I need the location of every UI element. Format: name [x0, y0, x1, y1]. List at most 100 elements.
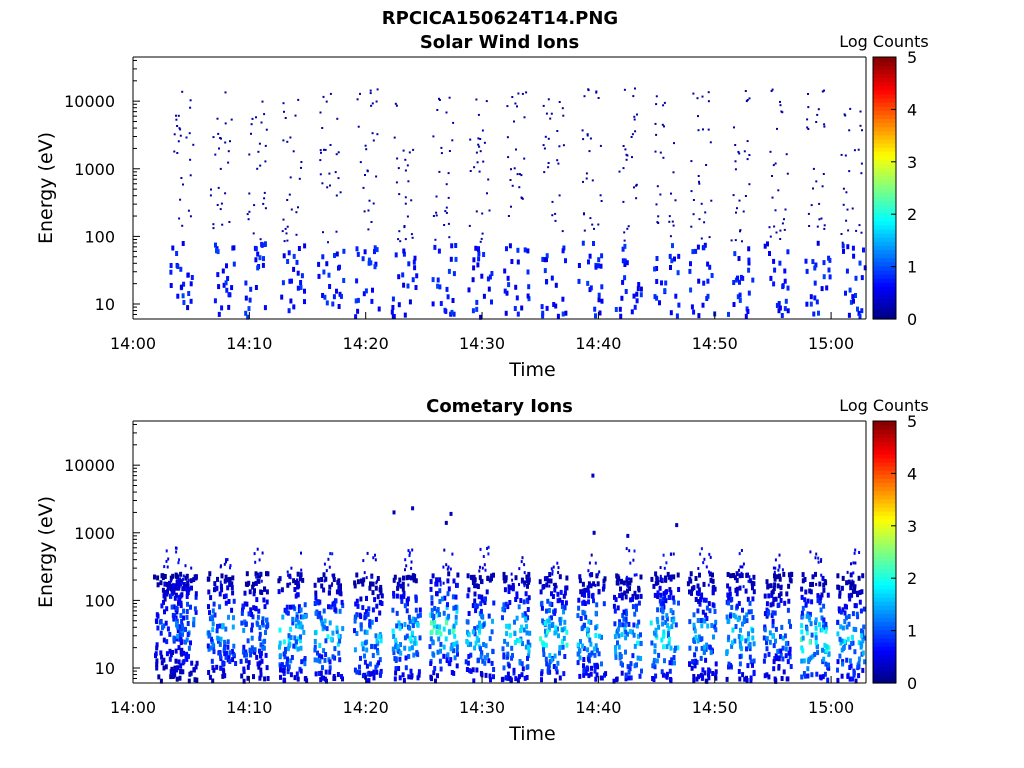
cometary-count-cell	[402, 575, 405, 581]
cometary-count-cell	[707, 667, 711, 673]
cometary-count-cell	[504, 601, 508, 607]
cometary-count-cell	[480, 579, 484, 585]
solar-wind-count-cell	[248, 297, 252, 303]
cometary-count-cell	[626, 588, 629, 594]
cometary-count-cell	[556, 598, 560, 604]
solar-wind-count-cell	[445, 211, 448, 214]
cometary-count-cell	[439, 580, 442, 584]
cometary-count-cell	[698, 601, 702, 607]
solar-wind-count-cell	[618, 170, 621, 173]
cometary-count-cell	[245, 571, 249, 577]
cometary-count-cell	[472, 577, 476, 583]
solar-wind-count-cell	[327, 241, 329, 244]
cometary-count-cell	[771, 633, 775, 639]
cometary-count-cell	[442, 644, 446, 650]
cometary-count-cell	[483, 655, 487, 661]
cometary-count-cell	[702, 597, 706, 603]
cometary-count-cell	[219, 636, 223, 642]
cometary-count-cell	[455, 608, 459, 614]
cometary-count-cell	[479, 547, 482, 551]
cometary-count-cell	[313, 630, 317, 636]
cometary-count-cell	[374, 664, 378, 670]
solar-wind-count-cell	[701, 95, 704, 98]
cometary-count-cell	[252, 591, 256, 597]
cometary-count-cell	[163, 609, 166, 615]
cometary-count-cell	[363, 629, 367, 635]
cometary-count-cell	[849, 572, 853, 578]
cometary-count-cell	[657, 652, 661, 658]
solar-wind-count-cell	[781, 284, 785, 290]
solar-wind-colorbar-step	[873, 122, 896, 128]
solar-wind-count-cell	[690, 304, 694, 310]
cometary-count-cell	[845, 580, 849, 586]
cometary-count-cell	[392, 590, 396, 596]
cometary-count-cell	[162, 665, 166, 671]
solar-wind-count-cell	[738, 279, 741, 285]
cometary-count-cell	[163, 582, 166, 586]
cometary-count-cell	[628, 580, 632, 586]
cometary-count-cell	[338, 608, 342, 614]
cometary-count-cell	[752, 658, 756, 664]
solar-wind-count-cell	[542, 104, 545, 107]
cometary-count-cell	[509, 677, 513, 683]
cometary-count-cell	[410, 674, 413, 680]
cometary-count-cell	[752, 574, 756, 580]
cometary-count-cell	[704, 597, 708, 603]
solar-wind-count-cell	[232, 245, 236, 251]
cometary-count-cell	[627, 669, 631, 675]
cometary-count-cell	[248, 589, 252, 595]
solar-wind-count-cell	[303, 288, 306, 294]
cometary-count-cell	[741, 621, 744, 627]
solar-wind-count-cell	[406, 283, 410, 289]
cometary-count-cell	[362, 559, 365, 563]
cometary-count-cell	[190, 585, 193, 591]
cometary-count-cell	[159, 678, 163, 684]
solar-wind-count-cell	[633, 115, 636, 118]
cometary-count-cell	[706, 623, 710, 629]
cometary-count-cell	[511, 586, 515, 592]
cometary-count-cell	[563, 626, 567, 632]
cometary-count-cell	[688, 662, 692, 667]
solar-wind-count-cell	[844, 154, 847, 157]
cometary-count-cell	[257, 664, 261, 670]
cometary-count-cell	[738, 638, 742, 644]
solar-wind-count-cell	[543, 171, 546, 174]
cometary-count-cell	[693, 652, 697, 658]
solar-wind-count-cell	[359, 161, 362, 164]
cometary-count-cell	[466, 593, 470, 599]
cometary-count-cell	[284, 646, 287, 652]
cometary-count-cell	[378, 600, 382, 605]
cometary-count-cell	[438, 624, 442, 630]
solar-wind-count-cell	[786, 308, 790, 314]
cometary-count-cell	[414, 597, 418, 603]
cometary-count-cell	[629, 597, 633, 603]
cometary-count-cell	[560, 604, 564, 610]
solar-wind-count-cell	[676, 270, 680, 276]
cometary-count-cell	[636, 655, 640, 661]
cometary-count-cell	[765, 607, 769, 613]
cometary-count-cell	[180, 618, 184, 624]
cometary-count-cell	[323, 579, 326, 583]
cometary-count-cell	[627, 675, 631, 681]
cometary-count-cell	[299, 638, 302, 644]
cometary-count-cell	[737, 601, 741, 606]
cometary-count-cell	[809, 621, 813, 627]
solar-wind-count-cell	[452, 121, 455, 124]
solar-wind-count-cell	[518, 173, 521, 176]
solar-wind-count-cell	[556, 159, 559, 162]
cometary-count-cell	[628, 666, 632, 672]
cometary-count-cell	[518, 638, 522, 644]
cometary-count-cell	[771, 610, 775, 616]
cometary-count-cell	[540, 600, 544, 606]
cometary-count-cell	[852, 561, 855, 565]
solar-wind-count-cell	[746, 158, 749, 161]
solar-wind-count-cell	[637, 282, 641, 287]
cometary-count-cell	[240, 673, 244, 679]
cometary-count-cell	[701, 609, 705, 615]
cometary-count-cell	[243, 652, 247, 658]
cometary-colorbar-step	[873, 617, 896, 623]
cometary-colorbar-step	[873, 601, 896, 606]
cometary-count-cell	[317, 671, 321, 676]
cometary-count-cell	[749, 659, 753, 665]
cometary-count-cell	[851, 580, 855, 586]
